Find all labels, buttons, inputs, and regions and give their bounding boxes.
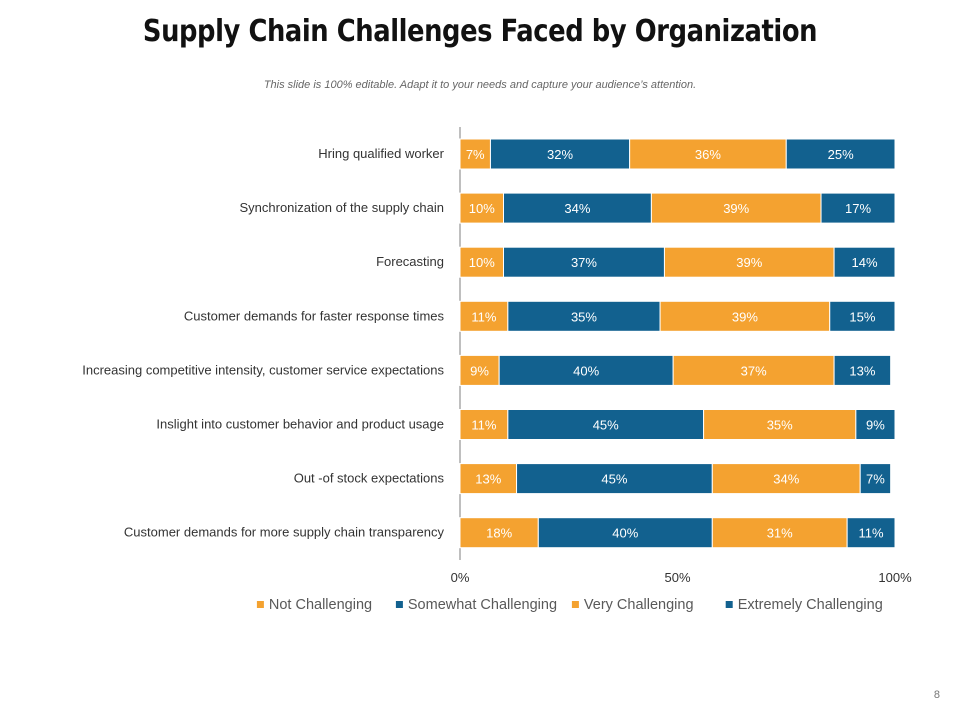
bar-segment	[507, 300, 661, 332]
bar-segment	[459, 192, 504, 224]
bar-segment	[846, 517, 896, 549]
bar-segment	[459, 517, 539, 549]
data-label: 9%	[470, 363, 489, 378]
bar-segment	[829, 300, 896, 332]
category-label: Customer demands for faster response tim…	[184, 308, 445, 323]
category-label: Hring qualified worker	[318, 146, 444, 161]
category-label: Forecasting	[376, 254, 444, 269]
bar-segment	[507, 409, 705, 440]
data-label: 34%	[564, 201, 590, 216]
bar-segment	[833, 354, 892, 386]
data-label: 34%	[773, 472, 799, 487]
slide-subtitle: This slide is 100% editable. Adapt it to…	[263, 79, 697, 91]
x-tick-label: 100%	[878, 570, 912, 585]
bar-segment	[503, 246, 665, 278]
data-label: 14%	[852, 255, 878, 270]
data-label: 45%	[601, 472, 627, 487]
data-label: 37%	[571, 255, 597, 270]
data-label: 10%	[469, 255, 495, 270]
data-label: 11%	[859, 526, 884, 541]
data-label: 9%	[866, 418, 885, 433]
data-label: 35%	[767, 418, 793, 433]
bar-segment	[833, 246, 896, 278]
bar-segment	[711, 517, 848, 549]
legend-swatch	[571, 601, 579, 608]
bar-segment	[663, 246, 835, 278]
data-label: 45%	[593, 418, 619, 433]
x-tick-label: 0%	[451, 570, 470, 585]
bar-segment	[711, 463, 861, 495]
data-label: 31%	[767, 526, 793, 541]
bar-segment	[503, 192, 652, 224]
bar-segment	[459, 463, 518, 495]
bar-segment	[459, 354, 500, 386]
data-label: 11%	[471, 309, 496, 324]
x-tick-label: 50%	[664, 570, 690, 585]
legend-swatch	[256, 601, 264, 608]
legend-swatch	[395, 601, 403, 608]
category-label: Synchronization of the supply chain	[239, 200, 444, 215]
legend-label: Very Challenging	[584, 597, 694, 613]
bar-segment	[537, 517, 713, 549]
data-label: 36%	[695, 147, 721, 162]
data-label: 39%	[732, 309, 758, 324]
bar-segment	[459, 409, 509, 440]
data-label: 32%	[547, 147, 573, 162]
data-label: 7%	[866, 472, 885, 487]
data-label: 11%	[471, 418, 496, 433]
data-label: 7%	[466, 147, 485, 162]
legend-label: Extremely Challenging	[738, 597, 883, 613]
category-label: Customer demands for more supply chain t…	[124, 525, 445, 540]
bar-segment	[820, 192, 896, 224]
data-label: 40%	[573, 363, 599, 378]
data-label: 37%	[741, 363, 767, 378]
data-label: 39%	[723, 201, 749, 216]
data-label: 40%	[612, 526, 638, 541]
data-label: 17%	[845, 201, 871, 216]
data-label: 10%	[469, 201, 495, 216]
page-number: 8	[933, 689, 940, 701]
bar-segment	[459, 138, 491, 170]
bar-segment	[855, 409, 896, 440]
category-label: Out -of stock expectations	[294, 471, 445, 486]
data-label: 13%	[475, 472, 501, 487]
data-label: 13%	[849, 363, 875, 378]
category-label: Inslight into customer behavior and prod…	[156, 417, 444, 432]
data-label: 35%	[571, 309, 597, 324]
category-label: Increasing competitive intensity, custom…	[82, 362, 444, 377]
legend-label: Somewhat Challenging	[408, 597, 557, 613]
bar-segment	[785, 138, 896, 170]
data-label: 18%	[486, 526, 512, 541]
bar-segment	[459, 246, 504, 278]
bar-segment	[672, 354, 835, 386]
bar-segment	[659, 300, 831, 332]
data-label: 25%	[828, 147, 854, 162]
bar-segment	[516, 463, 713, 495]
data-label: 39%	[736, 255, 762, 270]
bar-segment	[498, 354, 674, 386]
data-label: 15%	[849, 309, 875, 324]
legend-label: Not Challenging	[269, 597, 372, 613]
legend-swatch	[725, 601, 733, 608]
bar-segment	[629, 138, 787, 170]
slide-title: Supply Chain Challenges Faced by Organiz…	[142, 14, 818, 49]
bar-segment	[859, 463, 892, 495]
bar-segment	[650, 192, 822, 224]
